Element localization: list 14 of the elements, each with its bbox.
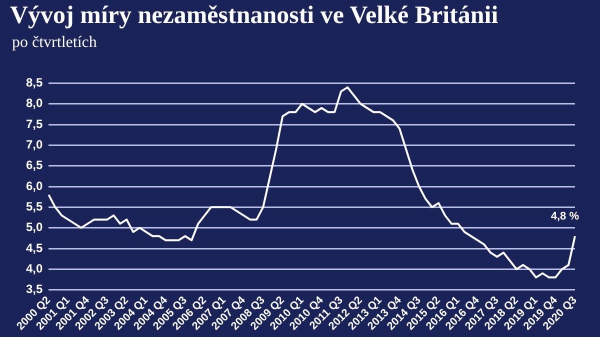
y-tick-label: 7,5 bbox=[26, 116, 43, 131]
y-tick-label: 6,0 bbox=[26, 178, 43, 193]
chart-title: Vývoj míry nezaměstnanosti ve Velké Británii bbox=[10, 2, 498, 30]
y-tick-label: 4,0 bbox=[26, 261, 43, 276]
data-label: 4,8 % bbox=[550, 210, 580, 223]
y-tick-label: 6,5 bbox=[26, 158, 43, 172]
y-tick-label: 8,5 bbox=[26, 76, 43, 90]
y-tick-label: 5,0 bbox=[26, 220, 43, 234]
chart-subtitle: po čtvrtletích bbox=[12, 34, 97, 52]
y-tick-label: 8,0 bbox=[26, 96, 43, 110]
y-tick-label: 4,5 bbox=[26, 240, 43, 255]
y-tick-label: 3,5 bbox=[26, 282, 43, 296]
y-tick-label: 7,0 bbox=[26, 138, 43, 152]
y-tick-label: 5,5 bbox=[26, 199, 43, 214]
